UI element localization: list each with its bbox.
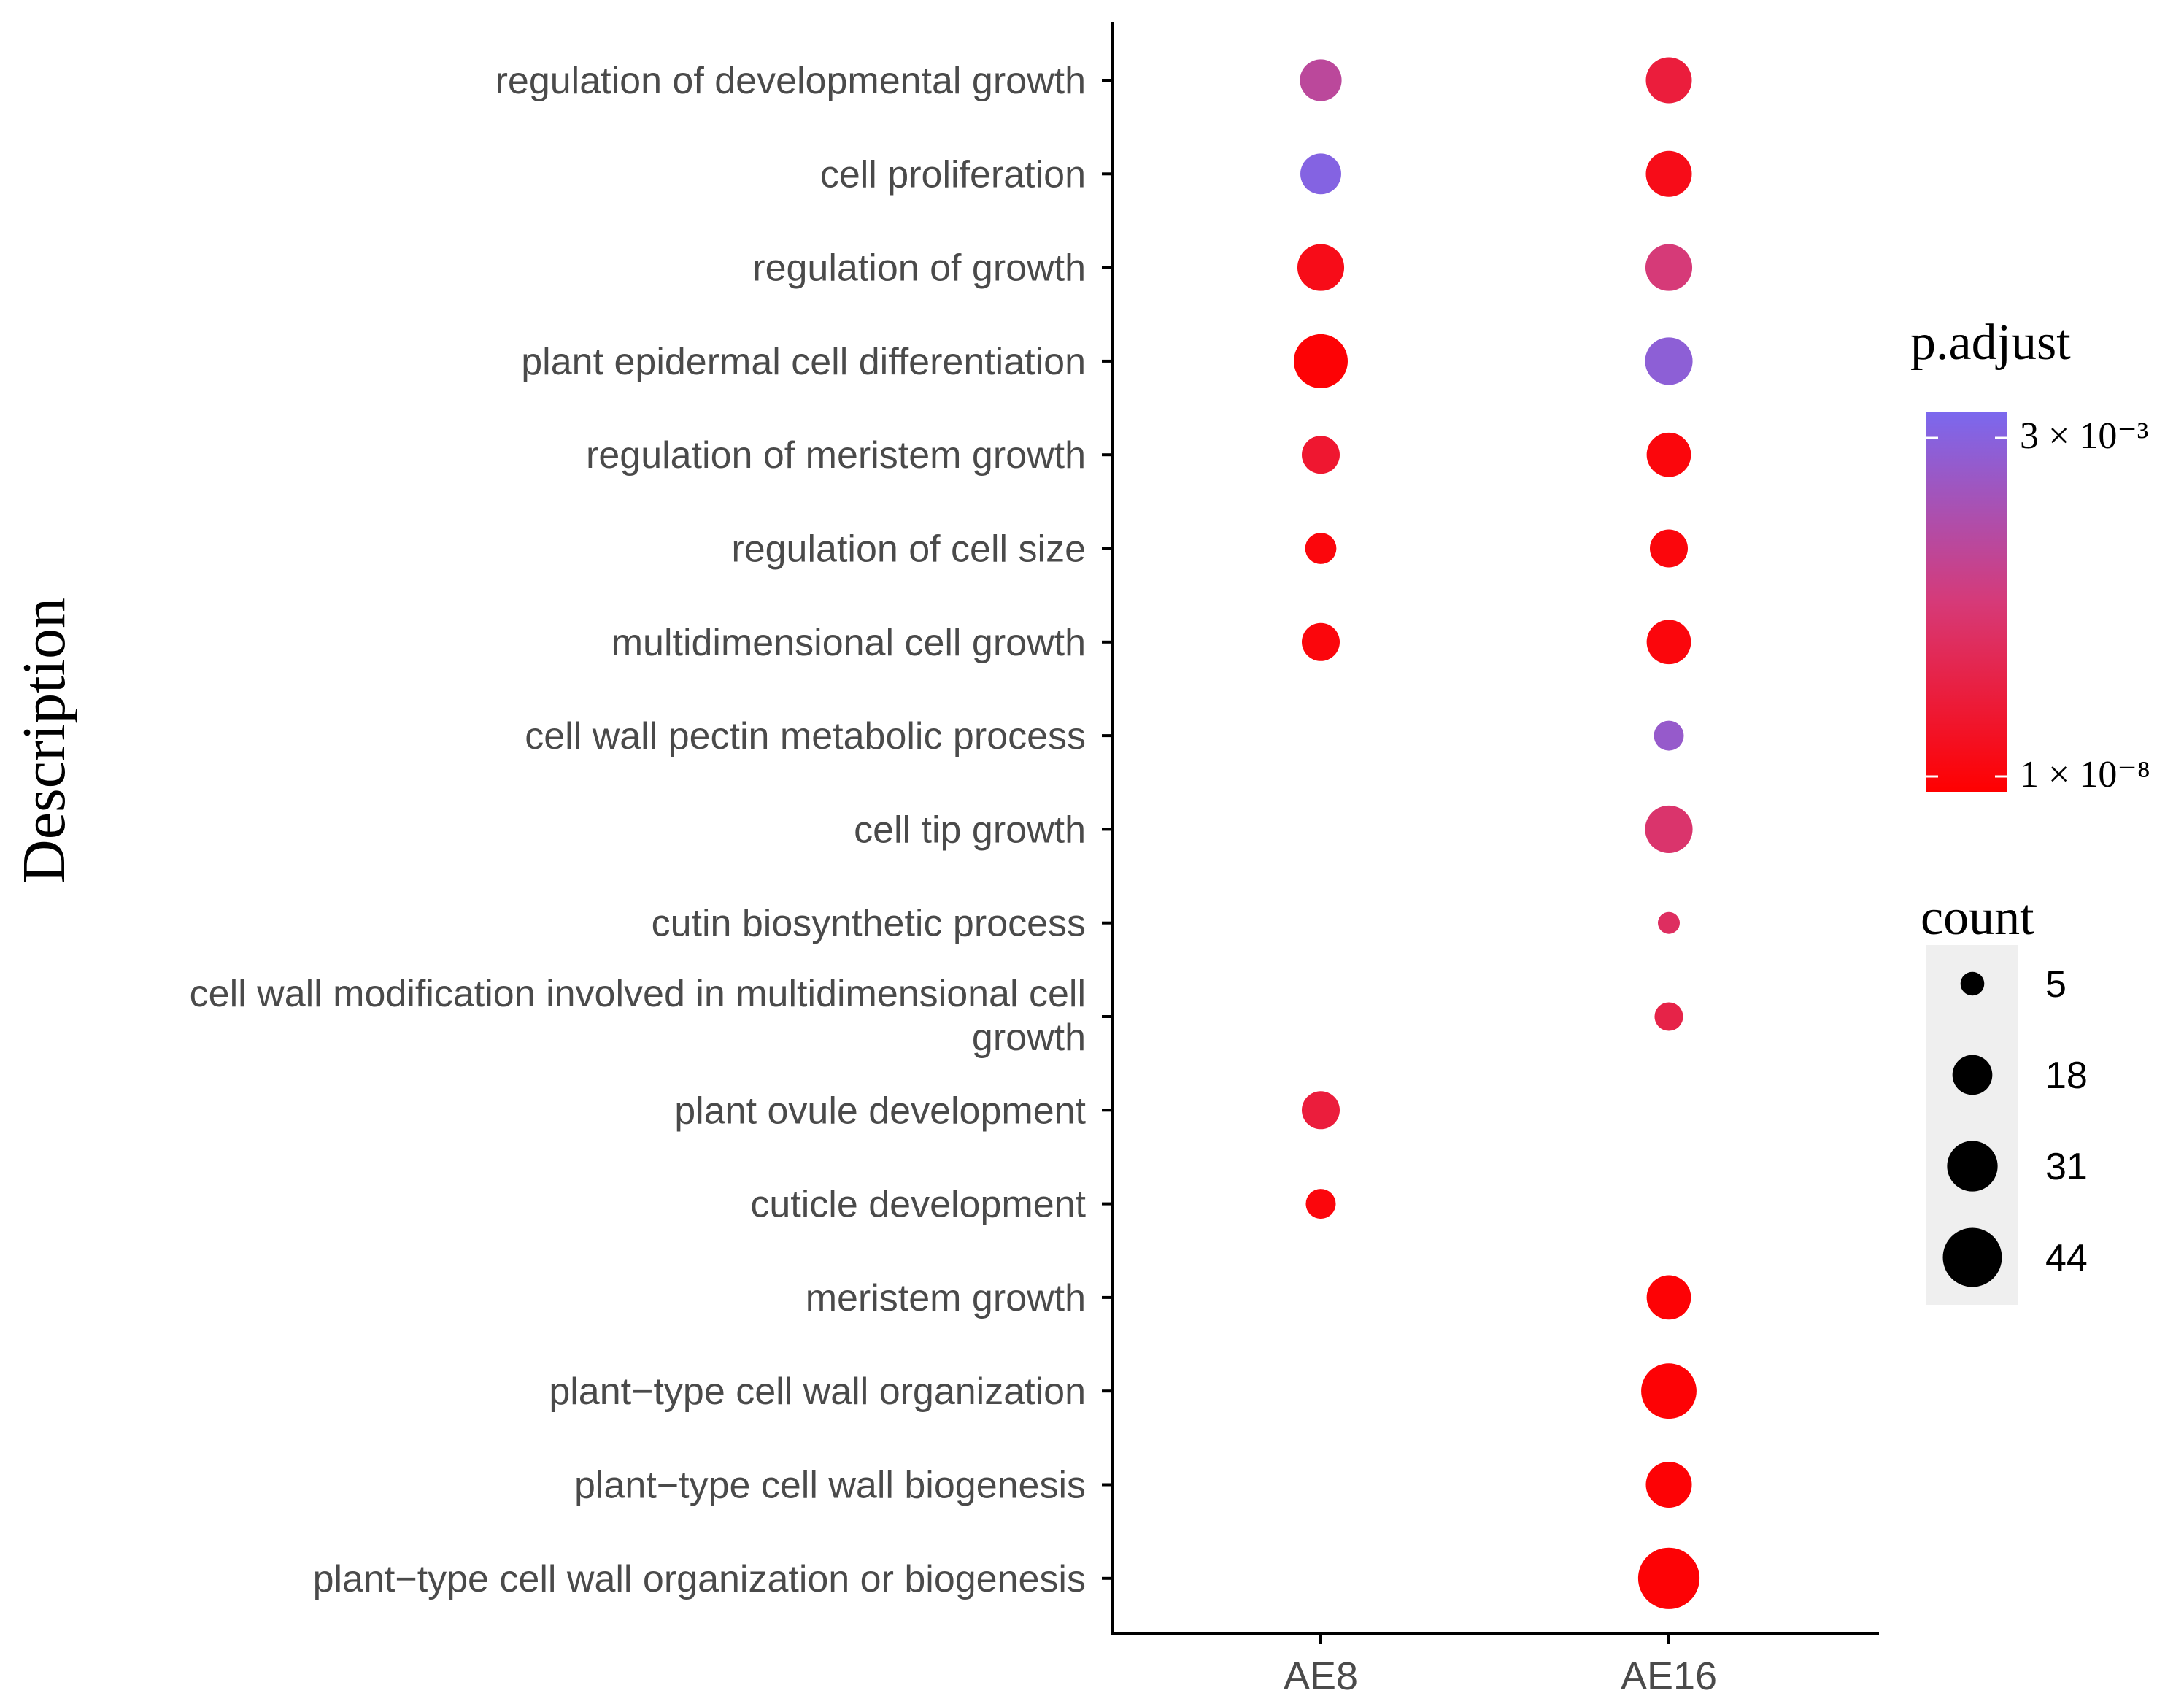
y-tick-label: cuticle development [750,1184,1086,1226]
color-legend-high-label: 3 × 10⁻³ [2020,415,2148,457]
data-point [1294,334,1348,388]
y-axis-title: Description [10,598,78,884]
x-ticks: AE8 AE16 [1284,1633,1717,1698]
y-tick-label: cell wall modification involved in multi… [190,973,1086,1059]
data-point [1646,1275,1691,1320]
color-legend-bar [1926,412,2007,792]
data-point [1305,533,1337,564]
data-points [1294,57,1700,1609]
size-legend-dot [1942,1227,2002,1287]
size-legend-label: 18 [2045,1055,2088,1097]
data-point [1650,529,1688,568]
y-tick-label: plant−type cell wall organization or bio… [313,1558,1086,1600]
y-tick-label: regulation of cell size [731,528,1086,571]
data-point [1645,1462,1692,1508]
size-legend: count 5 18 31 44 [1921,890,2088,1305]
data-point [1297,244,1345,291]
size-legend-dot [1952,1055,1993,1095]
size-legend-label: 5 [2045,963,2067,1006]
color-legend-title: p.adjust [1910,315,2071,371]
y-tick-label: cutin biosynthetic process [652,903,1086,945]
data-point [1646,432,1691,477]
color-legend-low-label: 1 × 10⁻⁸ [2020,754,2150,795]
data-point [1302,436,1340,474]
y-tick-label: meristem growth [806,1277,1086,1319]
axes [1102,22,1879,1635]
y-tick-label: cell tip growth [854,809,1086,851]
data-point [1645,805,1693,853]
y-tick-label: cell wall pectin metabolic process [525,715,1086,757]
data-point [1645,337,1693,385]
data-point [1305,1189,1336,1219]
y-tick-label: plant−type cell wall biogenesis [574,1465,1086,1507]
data-point [1654,1002,1683,1031]
x-tick-label-ae16: AE16 [1621,1654,1717,1698]
size-legend-dot [1947,1141,1998,1192]
data-point [1654,720,1684,751]
y-tick-label: plant ovule development [674,1090,1086,1132]
y-tick-label: regulation of meristem growth [586,434,1086,477]
size-legend-dot [1960,971,1985,996]
color-legend: p.adjust 3 × 10⁻³ 1 × 10⁻⁸ [1910,315,2150,795]
y-tick-label: plant−type cell wall organization [549,1370,1086,1413]
data-point [1637,1547,1700,1609]
data-point [1645,150,1692,197]
data-point [1300,59,1342,101]
data-point [1302,1091,1340,1130]
y-tick-label: regulation of developmental growth [495,60,1086,102]
y-tick-label: plant epidermal cell differentiation [521,341,1086,383]
data-point [1645,244,1693,291]
x-tick-label-ae8: AE8 [1284,1654,1358,1698]
data-point [1302,622,1340,661]
data-point [1646,620,1691,665]
data-point [1658,911,1680,934]
data-point [1641,1363,1697,1419]
data-point [1300,153,1341,195]
size-legend-title: count [1921,890,2034,946]
size-legend-label: 31 [2045,1146,2088,1188]
y-tick-label: multidimensional cell growth [611,622,1086,664]
y-tick-label: cell proliferation [820,153,1086,196]
size-legend-label: 44 [2045,1237,2088,1279]
data-point [1645,57,1692,104]
category-labels: regulation of developmental growth cell p… [190,60,1087,1600]
y-tick-label: regulation of growth [752,247,1086,290]
